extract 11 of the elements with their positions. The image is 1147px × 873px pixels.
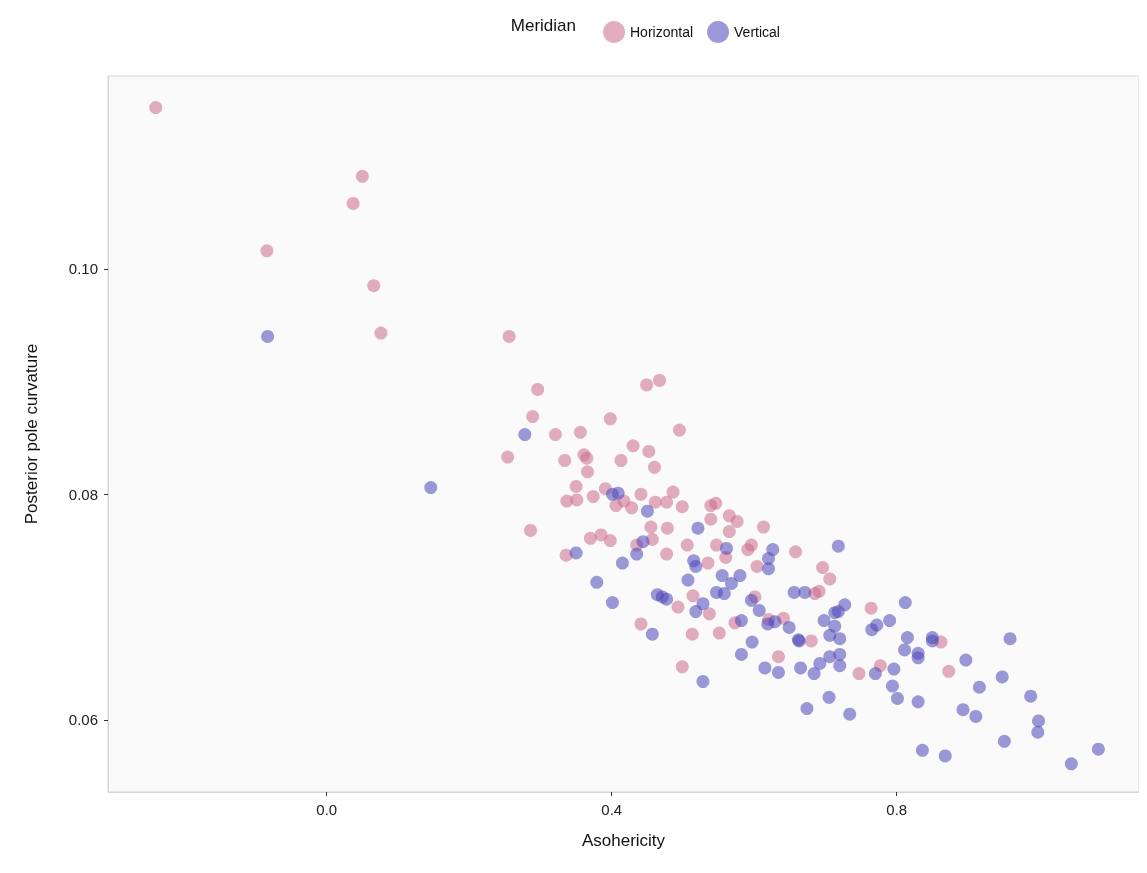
x-axis-title: Asohericity [581, 831, 666, 850]
y-tick-label: 0.06 [68, 711, 98, 729]
y-tick-label: 0.10 [68, 260, 98, 278]
x-tick-label: 0.0 [316, 801, 338, 818]
y-axis-title: Posterior pole curvature [22, 343, 41, 525]
x-tick-label: 0.4 [601, 801, 623, 818]
y-tick-label: 0.08 [68, 485, 98, 503]
legend-label: Horizontal [630, 24, 694, 40]
legend-title: Meridian [510, 16, 577, 35]
legend-label: Vertical [734, 24, 780, 40]
x-tick-label: 0.8 [886, 801, 908, 818]
